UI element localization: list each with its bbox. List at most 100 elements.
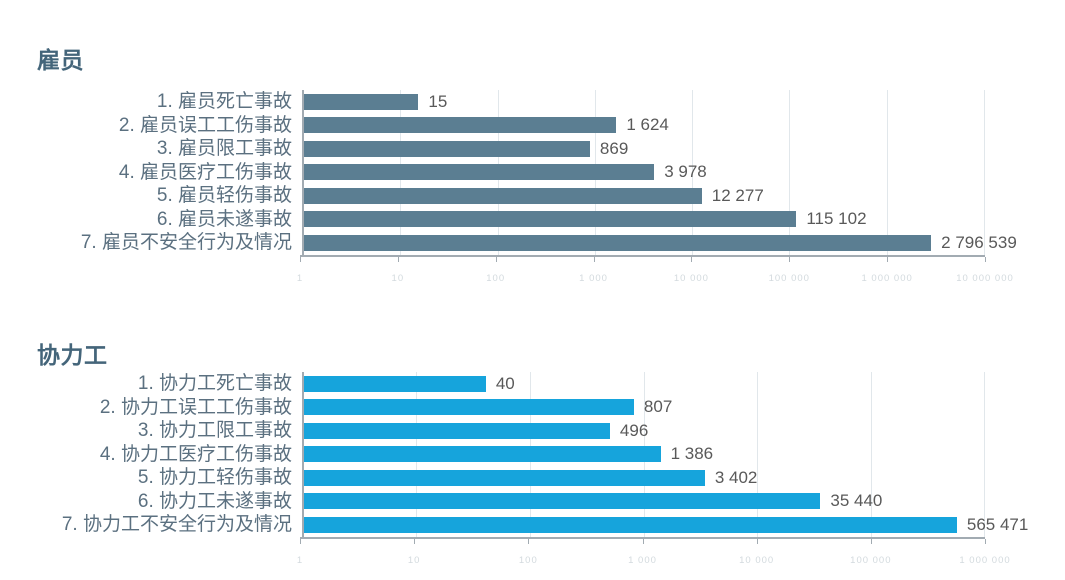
category-label: 5. 协力工轻伤事故 bbox=[137, 467, 292, 488]
gridline bbox=[756, 372, 758, 537]
bar-row: 35 440 bbox=[304, 490, 985, 514]
bar-row: 40 bbox=[304, 372, 985, 396]
bar-value-label: 115 102 bbox=[806, 209, 867, 229]
bar bbox=[304, 375, 486, 392]
axis-tick bbox=[300, 256, 301, 262]
category-label: 4. 雇员医疗工伤事故 bbox=[118, 161, 292, 183]
axis-tick-label: 1 000 bbox=[579, 272, 608, 284]
bar-value-label: 2 796 539 bbox=[941, 232, 1017, 252]
axis-tick-label: 10 000 bbox=[673, 272, 709, 284]
bar-chart-contractors: 1. 协力工死亡事故 2. 协力工误工工伤事故 3. 协力工限工事故 4. 协力工医疗… bbox=[10, 372, 1028, 566]
x-axis: 1 10 100 1 000 10 000 100 000 1 000 000 bbox=[297, 536, 1010, 566]
category-label: 1. 协力工死亡事故 bbox=[137, 373, 292, 394]
category-label: 1. 雇员死亡事故 bbox=[156, 91, 292, 112]
bar bbox=[304, 516, 957, 533]
axis-tick bbox=[642, 538, 644, 544]
bar-row: 3 402 bbox=[304, 466, 985, 490]
axis-tick-label: 10 bbox=[407, 554, 421, 566]
bar bbox=[304, 93, 419, 110]
bar-row: 2 796 539 bbox=[304, 231, 1017, 255]
bar bbox=[304, 211, 797, 228]
bar-value-label: 3 978 bbox=[664, 162, 707, 182]
axis-tick bbox=[985, 538, 986, 544]
category-axis: 1. 雇员死亡事故 2. 雇员误工工伤事故 3. 雇员限工事故 4. 雇员医疗工伤事故… bbox=[10, 90, 302, 255]
axis-tick-label: 1 000 000 bbox=[861, 272, 913, 284]
bar-row: 3 978 bbox=[304, 161, 985, 185]
chart-title-employees: 雇员 bbox=[37, 47, 84, 74]
bar-value-label: 496 bbox=[619, 420, 649, 440]
bar bbox=[304, 469, 705, 486]
axis-tick bbox=[887, 256, 889, 262]
bar-row: 1 386 bbox=[304, 443, 985, 467]
axis-tick bbox=[756, 538, 758, 544]
category-label: 5. 雇员轻伤事故 bbox=[156, 185, 292, 206]
axis-tick-label: 10 bbox=[391, 272, 405, 284]
bar-value-label: 3 402 bbox=[714, 467, 758, 487]
gridline bbox=[984, 90, 985, 255]
axis-tick bbox=[691, 256, 693, 262]
axis-tick bbox=[789, 256, 791, 262]
bar-row: 807 bbox=[304, 396, 985, 420]
axis-tick bbox=[300, 538, 301, 544]
axis-tick bbox=[593, 256, 595, 262]
bar-row: 565 471 bbox=[304, 513, 1028, 537]
bar-row: 1 624 bbox=[304, 114, 985, 138]
bar bbox=[304, 422, 610, 439]
gridline bbox=[870, 372, 872, 537]
axis-tick bbox=[985, 256, 986, 262]
category-label: 2. 雇员误工工伤事故 bbox=[118, 114, 292, 136]
category-label: 6. 雇员未遂事故 bbox=[156, 208, 292, 230]
category-label: 3. 协力工限工事故 bbox=[137, 420, 292, 441]
bar-row: 15 bbox=[304, 90, 985, 114]
bar-value-label: 807 bbox=[643, 397, 673, 417]
axis-tick bbox=[870, 538, 872, 544]
bar-row: 115 102 bbox=[304, 208, 985, 232]
gridline bbox=[886, 90, 888, 255]
axis-tick bbox=[495, 256, 497, 262]
axis-tick-label: 100 bbox=[518, 554, 538, 566]
bar-chart-employees: 1. 雇员死亡事故 2. 雇员误工工伤事故 3. 雇员限工事故 4. 雇员医疗工伤事故… bbox=[10, 90, 1017, 284]
category-axis: 1. 协力工死亡事故 2. 协力工误工工伤事故 3. 协力工限工事故 4. 协力工医疗… bbox=[10, 372, 302, 537]
plot-area: 40 807 496 1 386 3 402 35 440 565 471 1 10 100 1 … bbox=[297, 372, 1028, 566]
category-label: 2. 协力工误工工伤事故 bbox=[99, 396, 292, 418]
axis-tick-label: 1 000 bbox=[628, 554, 657, 566]
bar-value-label: 1 386 bbox=[670, 444, 714, 464]
category-label: 3. 雇员限工事故 bbox=[156, 138, 292, 159]
category-label: 7. 雇员不安全行为及情况 bbox=[80, 232, 292, 253]
gridline bbox=[984, 372, 985, 537]
category-label: 4. 协力工医疗工伤事故 bbox=[99, 443, 292, 465]
category-label: 6. 协力工未遂事故 bbox=[137, 490, 292, 512]
axis-tick-label: 10 000 bbox=[739, 554, 775, 566]
axis-tick bbox=[397, 256, 399, 262]
bar bbox=[304, 187, 702, 204]
axis-tick-label: 100 bbox=[486, 272, 506, 284]
bar bbox=[304, 117, 617, 134]
bar-value-label: 40 bbox=[495, 373, 515, 393]
bar-area: 15 1 624 869 3 978 12 277 115 102 2 796 539 bbox=[302, 90, 1017, 255]
axis-tick-label: 1 bbox=[296, 554, 304, 566]
axis-tick-label: 1 000 000 bbox=[959, 554, 1011, 566]
bar bbox=[304, 140, 590, 157]
category-label: 7. 协力工不安全行为及情况 bbox=[61, 514, 292, 535]
gridline bbox=[692, 90, 694, 255]
axis-tick bbox=[414, 538, 416, 544]
axis-tick-label: 10 000 000 bbox=[956, 272, 1014, 284]
bar bbox=[304, 446, 661, 463]
bar-value-label: 565 471 bbox=[966, 514, 1029, 534]
bar bbox=[304, 399, 634, 416]
bar-value-label: 15 bbox=[428, 91, 448, 111]
bar bbox=[304, 164, 655, 181]
bar bbox=[304, 493, 821, 510]
x-axis: 1 10 100 1 000 10 000 100 000 1 000 000 10 000 … bbox=[297, 254, 1013, 284]
gridline bbox=[789, 90, 791, 255]
bar-value-label: 1 624 bbox=[626, 115, 669, 135]
bar-row: 496 bbox=[304, 419, 985, 443]
axis-tick-label: 100 000 bbox=[850, 554, 892, 566]
axis-tick-label: 1 bbox=[296, 272, 304, 284]
bar-row: 12 277 bbox=[304, 184, 985, 208]
axis-tick bbox=[528, 538, 530, 544]
bar bbox=[304, 234, 932, 251]
axis-tick-label: 100 000 bbox=[768, 272, 810, 284]
